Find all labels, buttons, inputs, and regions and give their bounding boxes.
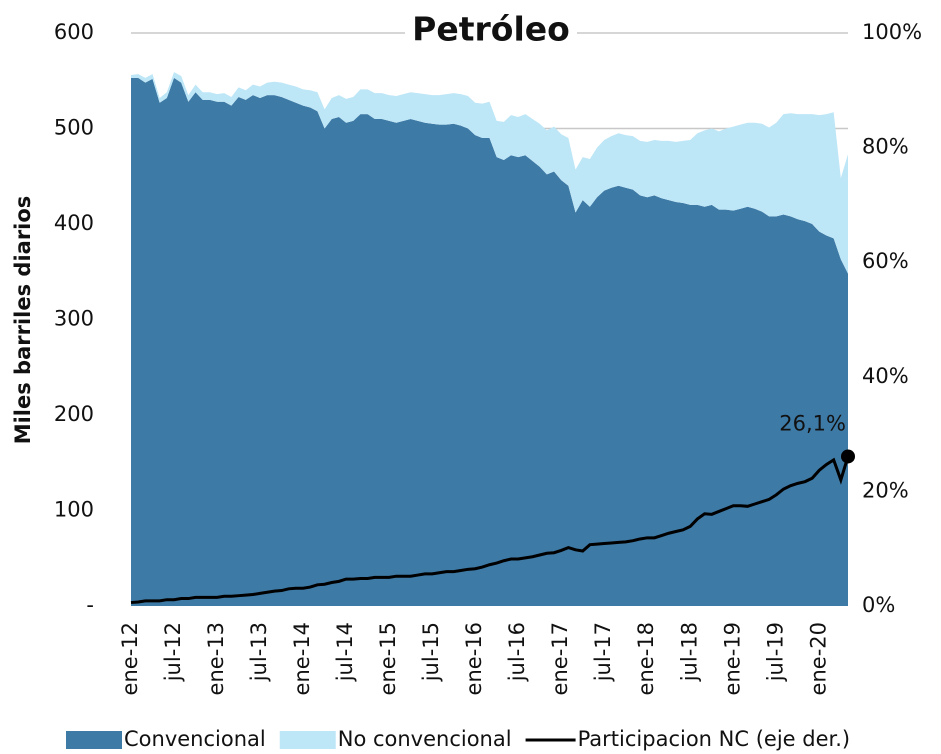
data-label: 26,1% xyxy=(779,411,846,435)
x-tick-label: jul-15 xyxy=(419,622,443,682)
x-tick-label: ene-15 xyxy=(376,622,400,695)
y2-tick-label: 100% xyxy=(862,20,922,44)
x-tick-label: ene-18 xyxy=(634,622,658,695)
x-tick-label: jul-14 xyxy=(333,622,357,682)
area xyxy=(131,77,848,606)
y2-tick-label: 40% xyxy=(862,364,909,388)
title-background xyxy=(405,10,577,54)
x-tick-label: ene-17 xyxy=(548,622,572,695)
legend-label: No convencional xyxy=(338,727,512,751)
x-tick-label: jul-12 xyxy=(161,622,185,682)
y-tick-label: 400 xyxy=(54,211,94,235)
x-tick-label: ene-14 xyxy=(290,622,314,695)
x-tick-label: ene-13 xyxy=(204,622,228,695)
x-tick-label: ene-19 xyxy=(720,622,744,695)
y-tick-label: 100 xyxy=(54,498,94,522)
y-axis-title: Miles barriles diarios xyxy=(11,196,35,445)
share-line xyxy=(130,456,850,605)
y2-tick-label: 0% xyxy=(862,593,895,617)
legend-label: Convencional xyxy=(124,727,266,751)
legend-swatch xyxy=(279,731,336,749)
x-tick-label: jul-19 xyxy=(763,622,787,682)
y-tick-label: 600 xyxy=(54,20,94,44)
y2-tick-label: 60% xyxy=(862,249,909,273)
x-tick-label: jul-16 xyxy=(505,622,529,682)
y-tick-label: - xyxy=(86,593,94,617)
plot-area xyxy=(130,32,855,606)
end-dot xyxy=(841,449,855,464)
x-tick-label: ene-12 xyxy=(118,622,142,695)
x-tick-label: ene-20 xyxy=(806,622,830,695)
area xyxy=(131,72,848,274)
y-tick-label: 300 xyxy=(54,307,94,331)
chart-title: Petróleo xyxy=(412,10,570,49)
y2-tick-label: 80% xyxy=(862,135,909,159)
legend-swatch xyxy=(66,731,122,749)
y-tick-label: 200 xyxy=(54,402,94,426)
y2-tick-label: 20% xyxy=(862,478,909,502)
x-tick-label: jul-18 xyxy=(677,622,701,682)
x-tick-label: jul-17 xyxy=(591,622,615,682)
legend-label: Participacion NC (eje der.) xyxy=(578,727,851,751)
y-tick-label: 500 xyxy=(54,116,94,140)
x-tick-label: ene-16 xyxy=(462,622,486,695)
x-tick-label: jul-13 xyxy=(247,622,271,682)
